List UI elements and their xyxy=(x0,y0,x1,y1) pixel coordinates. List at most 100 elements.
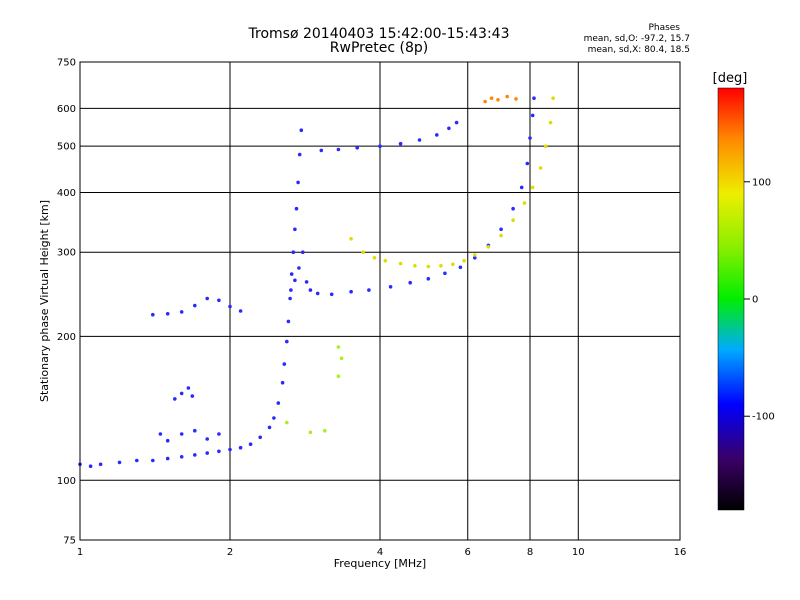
data-point xyxy=(190,394,195,398)
data-point xyxy=(361,250,365,254)
data-point xyxy=(285,420,289,425)
data-point xyxy=(398,141,403,146)
chart-subtitle: RwPretec (8p) xyxy=(329,40,429,56)
data-point xyxy=(323,428,327,433)
data-point xyxy=(179,432,184,436)
data-point xyxy=(276,401,281,405)
data-point xyxy=(228,447,232,452)
data-point xyxy=(454,120,459,125)
data-point xyxy=(319,148,324,153)
data-point xyxy=(288,296,292,301)
data-point xyxy=(530,113,535,118)
data-point xyxy=(179,391,184,396)
data-point xyxy=(294,206,299,211)
data-point xyxy=(272,416,276,420)
data-point xyxy=(543,144,548,148)
data-point xyxy=(293,278,297,283)
colorbar-tick-label: 100 xyxy=(752,177,771,188)
data-point xyxy=(205,451,209,455)
x-tick-label: 2 xyxy=(227,547,233,558)
data-point xyxy=(289,272,294,276)
data-point xyxy=(496,98,500,102)
data-point xyxy=(151,458,155,463)
data-point xyxy=(88,464,93,469)
data-point xyxy=(308,430,313,435)
data-point xyxy=(296,180,300,185)
data-point xyxy=(458,265,463,270)
points-layer xyxy=(78,94,555,469)
data-point xyxy=(165,456,170,461)
data-point xyxy=(173,397,177,401)
ticks-layer: 1 2 4 6 8 10 16 75 100 200 300 400 500 600 750 xyxy=(57,58,686,559)
data-point xyxy=(426,264,431,269)
x-tick-label: 4 xyxy=(377,547,383,558)
data-point xyxy=(383,258,388,263)
data-point xyxy=(238,309,243,313)
data-point xyxy=(165,312,170,316)
data-point xyxy=(329,292,334,297)
data-point xyxy=(548,120,553,125)
data-point xyxy=(499,227,503,232)
data-point xyxy=(451,262,455,267)
data-point xyxy=(135,458,139,463)
data-point xyxy=(299,128,304,132)
phases-title: Phases xyxy=(648,23,680,33)
data-point xyxy=(179,455,184,459)
data-point xyxy=(443,271,447,276)
data-point xyxy=(532,96,536,100)
data-point xyxy=(486,245,491,249)
chart-title: Tromsø 20140403 15:42:00-15:43:43 xyxy=(248,26,510,42)
colorbar-ticks: 100 0 -100 xyxy=(744,177,775,423)
data-point xyxy=(282,362,287,366)
data-point xyxy=(336,374,341,379)
data-point xyxy=(349,237,353,241)
data-point xyxy=(511,218,515,222)
data-point xyxy=(388,285,393,289)
data-point xyxy=(528,136,532,140)
data-point xyxy=(499,233,503,238)
y-axis-label: Stationary phase Virtual Height [km] xyxy=(38,200,51,402)
data-point xyxy=(193,303,197,308)
data-point xyxy=(304,280,309,284)
data-point xyxy=(355,146,360,150)
data-point xyxy=(158,432,163,436)
data-point xyxy=(151,312,155,317)
x-tick-label: 1 xyxy=(77,547,83,558)
data-point xyxy=(165,438,170,443)
grid-layer xyxy=(80,62,680,540)
x-tick-label: 6 xyxy=(465,547,471,558)
data-point xyxy=(349,289,353,294)
colorbar-tick-label: 0 xyxy=(752,295,758,306)
data-point xyxy=(525,161,530,166)
x-tick-label: 10 xyxy=(572,547,585,558)
data-point xyxy=(413,264,417,268)
y-tick-label: 500 xyxy=(57,142,76,153)
data-point xyxy=(205,437,209,441)
data-point xyxy=(293,227,297,232)
data-point xyxy=(205,296,209,301)
colorbar-label: [deg] xyxy=(713,71,748,86)
data-point xyxy=(489,96,494,100)
data-point xyxy=(315,291,320,296)
data-point xyxy=(417,138,422,142)
data-point xyxy=(291,250,296,254)
data-point xyxy=(435,133,439,137)
data-point xyxy=(258,435,263,440)
phase-stat-x: mean, sd,X: 80.4, 18.5 xyxy=(587,45,690,55)
data-point xyxy=(483,99,487,104)
data-point xyxy=(297,152,302,157)
data-point xyxy=(551,96,555,100)
data-point xyxy=(267,425,272,430)
x-tick-label: 8 xyxy=(527,547,533,558)
data-point xyxy=(193,428,197,433)
data-point xyxy=(522,201,527,205)
data-point xyxy=(447,126,451,131)
y-tick-label: 300 xyxy=(57,248,76,259)
data-point xyxy=(514,97,518,101)
data-point xyxy=(538,166,543,170)
data-point xyxy=(297,266,301,270)
data-point xyxy=(367,288,371,292)
data-point xyxy=(228,304,232,309)
data-point xyxy=(519,185,524,190)
y-tick-label: 200 xyxy=(57,332,76,343)
